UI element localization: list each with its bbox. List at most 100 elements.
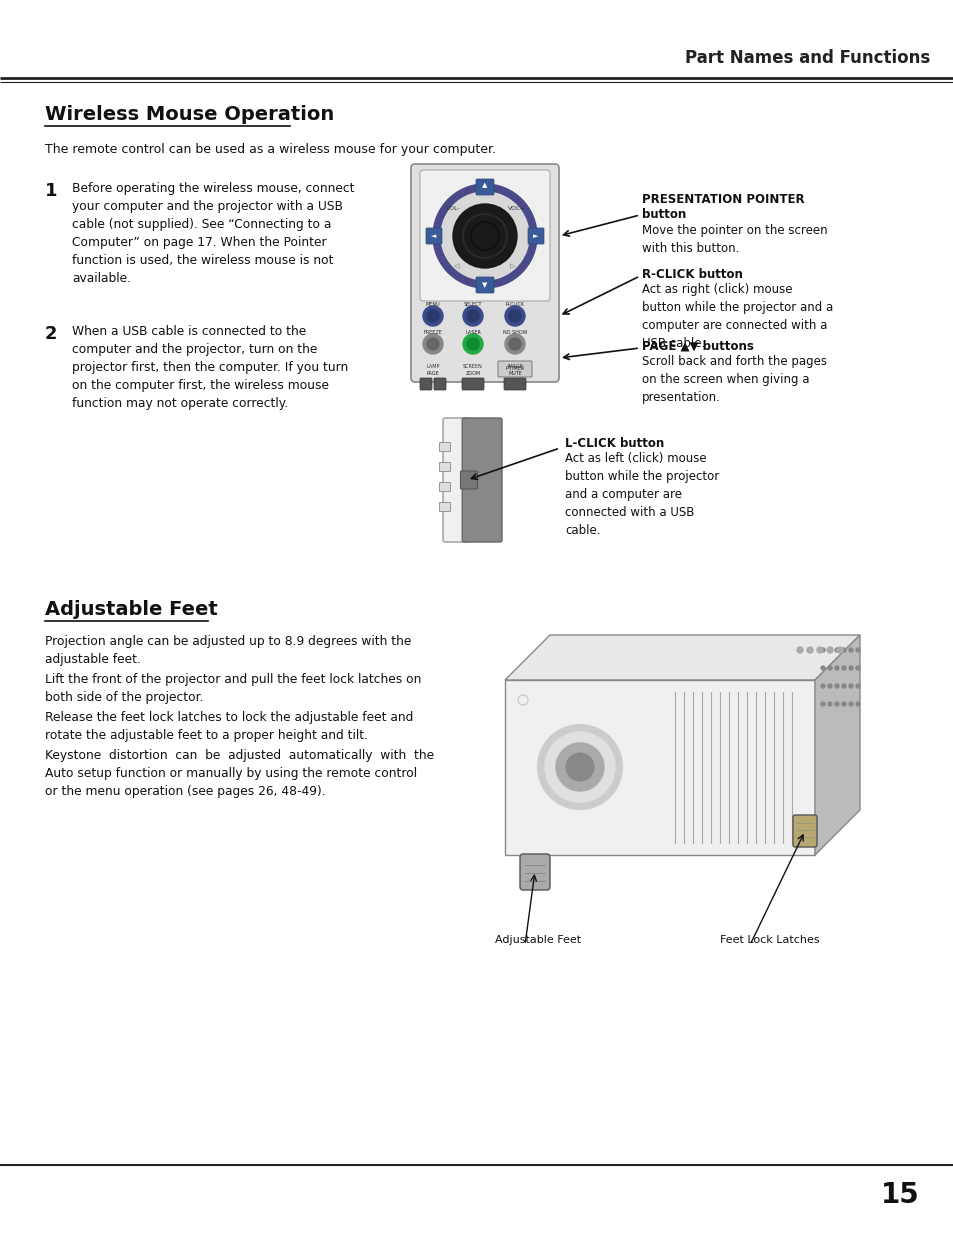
Text: IMAGE: IMAGE bbox=[507, 363, 522, 368]
FancyBboxPatch shape bbox=[442, 417, 469, 542]
FancyBboxPatch shape bbox=[439, 483, 450, 492]
Text: PAGE ▲▼ buttons: PAGE ▲▼ buttons bbox=[641, 340, 753, 353]
Text: Act as left (click) mouse
button while the projector
and a computer are
connecte: Act as left (click) mouse button while t… bbox=[564, 452, 719, 537]
Circle shape bbox=[848, 684, 852, 688]
Circle shape bbox=[834, 701, 838, 706]
Text: L-CLICK button: L-CLICK button bbox=[564, 437, 663, 450]
Text: SCREEN: SCREEN bbox=[462, 363, 482, 368]
Circle shape bbox=[556, 743, 603, 790]
Text: FREEZE: FREEZE bbox=[423, 330, 442, 335]
Text: ◄: ◄ bbox=[431, 233, 436, 240]
Text: ZOOM: ZOOM bbox=[465, 370, 480, 375]
Text: Release the feet lock latches to lock the adjustable feet and
rotate the adjusta: Release the feet lock latches to lock th… bbox=[45, 711, 413, 742]
Circle shape bbox=[855, 701, 859, 706]
Text: ▲: ▲ bbox=[482, 182, 487, 188]
Circle shape bbox=[826, 647, 832, 653]
Circle shape bbox=[827, 648, 831, 652]
FancyBboxPatch shape bbox=[419, 170, 550, 301]
Circle shape bbox=[855, 666, 859, 671]
Circle shape bbox=[544, 732, 615, 802]
Circle shape bbox=[834, 666, 838, 671]
FancyBboxPatch shape bbox=[439, 442, 450, 452]
Text: VOL+: VOL+ bbox=[508, 205, 525, 210]
FancyBboxPatch shape bbox=[476, 179, 494, 195]
FancyBboxPatch shape bbox=[497, 361, 532, 377]
Text: P-TIMER: P-TIMER bbox=[505, 367, 524, 372]
Text: When a USB cable is connected to the
computer and the projector, turn on the
pro: When a USB cable is connected to the com… bbox=[71, 325, 348, 410]
Text: MENU: MENU bbox=[425, 303, 440, 308]
FancyBboxPatch shape bbox=[439, 503, 450, 511]
Circle shape bbox=[462, 333, 482, 354]
Text: The remote control can be used as a wireless mouse for your computer.: The remote control can be used as a wire… bbox=[45, 143, 496, 156]
Text: ▷: ▷ bbox=[510, 263, 516, 269]
Circle shape bbox=[821, 666, 824, 671]
Text: button: button bbox=[641, 207, 685, 221]
FancyBboxPatch shape bbox=[411, 164, 558, 382]
Circle shape bbox=[848, 648, 852, 652]
Text: ►: ► bbox=[533, 233, 538, 240]
Circle shape bbox=[509, 338, 520, 350]
Circle shape bbox=[427, 310, 438, 322]
Text: 15: 15 bbox=[881, 1181, 919, 1209]
FancyBboxPatch shape bbox=[426, 228, 441, 245]
FancyBboxPatch shape bbox=[519, 853, 550, 890]
Text: Adjustable Feet: Adjustable Feet bbox=[45, 600, 217, 619]
Circle shape bbox=[462, 306, 482, 326]
Text: Lift the front of the projector and pull the feet lock latches on
both side of t: Lift the front of the projector and pull… bbox=[45, 673, 421, 704]
Circle shape bbox=[816, 647, 822, 653]
Circle shape bbox=[834, 684, 838, 688]
Circle shape bbox=[836, 647, 842, 653]
Text: VOL-: VOL- bbox=[445, 205, 460, 210]
Circle shape bbox=[433, 184, 537, 288]
Circle shape bbox=[848, 666, 852, 671]
Circle shape bbox=[841, 701, 845, 706]
Text: Act as right (click) mouse
button while the projector and a
computer are connect: Act as right (click) mouse button while … bbox=[641, 283, 832, 350]
FancyBboxPatch shape bbox=[461, 378, 483, 390]
Circle shape bbox=[821, 684, 824, 688]
Text: Scroll back and forth the pages
on the screen when giving a
presentation.: Scroll back and forth the pages on the s… bbox=[641, 354, 826, 404]
Circle shape bbox=[855, 648, 859, 652]
Circle shape bbox=[565, 753, 594, 781]
Text: ◁: ◁ bbox=[454, 263, 459, 269]
FancyBboxPatch shape bbox=[434, 378, 446, 390]
Text: ▼: ▼ bbox=[482, 282, 487, 288]
Circle shape bbox=[841, 684, 845, 688]
FancyBboxPatch shape bbox=[792, 815, 816, 847]
Circle shape bbox=[440, 191, 529, 280]
Text: Move the pointer on the screen
with this button.: Move the pointer on the screen with this… bbox=[641, 224, 827, 254]
Text: R-CLICK: R-CLICK bbox=[505, 303, 524, 308]
Text: LAMP: LAMP bbox=[426, 363, 439, 368]
FancyBboxPatch shape bbox=[527, 228, 543, 245]
Circle shape bbox=[453, 204, 517, 268]
Text: Feet Lock Latches: Feet Lock Latches bbox=[720, 935, 819, 945]
Polygon shape bbox=[504, 680, 814, 855]
FancyBboxPatch shape bbox=[419, 378, 432, 390]
FancyBboxPatch shape bbox=[476, 277, 494, 293]
FancyBboxPatch shape bbox=[439, 462, 450, 472]
Circle shape bbox=[467, 338, 478, 350]
Circle shape bbox=[827, 701, 831, 706]
Text: Keystone  distortion  can  be  adjusted  automatically  with  the
Auto setup fun: Keystone distortion can be adjusted auto… bbox=[45, 748, 434, 798]
Circle shape bbox=[427, 338, 438, 350]
Circle shape bbox=[509, 310, 520, 322]
Circle shape bbox=[821, 701, 824, 706]
Circle shape bbox=[855, 684, 859, 688]
Circle shape bbox=[422, 306, 442, 326]
Text: 1: 1 bbox=[45, 182, 57, 200]
Polygon shape bbox=[504, 635, 859, 680]
FancyBboxPatch shape bbox=[503, 378, 525, 390]
Polygon shape bbox=[814, 635, 859, 855]
Circle shape bbox=[504, 333, 524, 354]
Circle shape bbox=[841, 648, 845, 652]
Text: 2: 2 bbox=[45, 325, 57, 343]
Circle shape bbox=[827, 684, 831, 688]
Circle shape bbox=[537, 725, 621, 809]
Circle shape bbox=[796, 647, 802, 653]
Circle shape bbox=[821, 648, 824, 652]
Circle shape bbox=[827, 666, 831, 671]
Circle shape bbox=[467, 310, 478, 322]
Circle shape bbox=[806, 647, 812, 653]
Text: Adjustable Feet: Adjustable Feet bbox=[495, 935, 580, 945]
Circle shape bbox=[422, 333, 442, 354]
Circle shape bbox=[504, 306, 524, 326]
